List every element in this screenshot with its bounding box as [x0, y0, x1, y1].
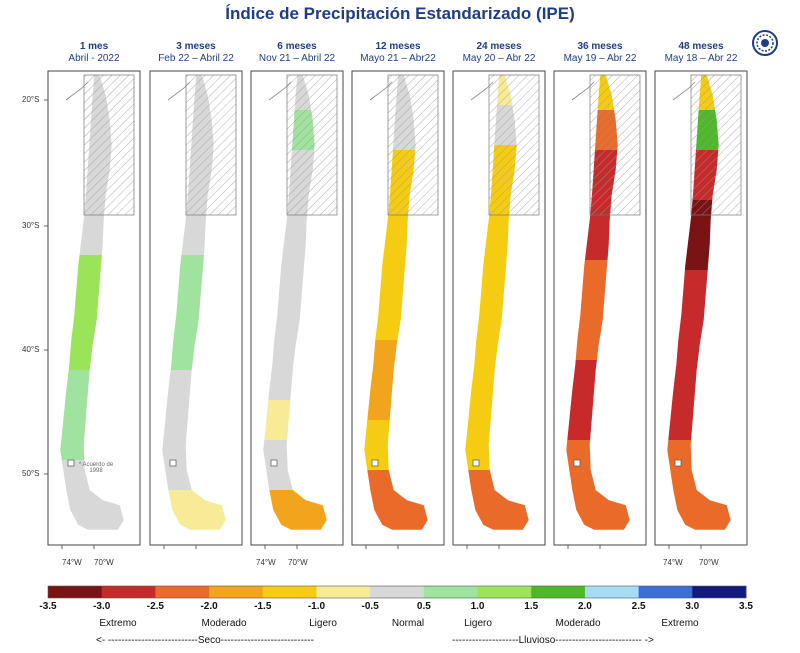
- wet-direction-label: --------------------Lluvioso------------…: [452, 635, 654, 646]
- panel-title: 3 meses: [176, 41, 216, 52]
- category-light-wet: Ligero: [464, 618, 492, 629]
- panel-title: 6 meses: [277, 41, 317, 52]
- no-data-box: [185, 74, 237, 216]
- colorbar-swatch: [477, 586, 532, 598]
- map-panel-2: [149, 70, 243, 549]
- map-panel-5: [452, 70, 546, 549]
- colorbar-tick-label: 3.5: [739, 601, 753, 612]
- colorbar-tick-label: -3.5: [39, 601, 57, 612]
- colorbar-swatch: [209, 586, 264, 598]
- map-panel-1: [47, 70, 141, 549]
- panel-header-4: 12 meses Mayo 21 – Abr22: [350, 41, 446, 65]
- lat-label-50: 50°S: [22, 469, 40, 478]
- colorbar-tick-label: -2.5: [146, 601, 164, 612]
- no-data-box: [690, 74, 742, 216]
- no-data-box: [286, 74, 338, 216]
- panel-header-3: 6 meses Nov 21 – Abril 22: [249, 41, 345, 65]
- lon-label-70-p3: 70°W: [288, 558, 308, 567]
- map-panel-4: [351, 70, 445, 549]
- panel-title: 36 meses: [577, 41, 623, 52]
- panel-header-6: 36 meses May 19 – Abr 22: [552, 41, 648, 65]
- colorbar-tick-label: -1.5: [254, 601, 272, 612]
- panel-title: 12 meses: [375, 41, 421, 52]
- panel-header-1: 1 mes Abril - 2022: [46, 41, 142, 65]
- panel-header-5: 24 meses May 20 – Abr 22: [451, 41, 547, 65]
- no-data-box: [589, 74, 641, 216]
- colorbar-swatch: [423, 586, 479, 598]
- panel-period: Nov 21 – Abril 22: [258, 53, 336, 64]
- colorbar-swatch: [316, 586, 371, 598]
- colorbar-swatch: [370, 586, 425, 598]
- panel-period: May 18 – Abr 22: [664, 53, 738, 64]
- panel-period: May 20 – Abr 22: [462, 53, 536, 64]
- lat-label-40: 40°S: [22, 345, 40, 354]
- panel-header-7: 48 meses May 18 – Abr 22: [653, 41, 749, 65]
- colorbar-tick-label: 2.0: [577, 601, 592, 612]
- page-title: Índice de Precipitación Estandarizado (I…: [225, 4, 575, 23]
- colorbar-swatch: [48, 586, 103, 598]
- colorbar-frame: [47, 585, 747, 599]
- category-extreme-wet: Extremo: [661, 618, 699, 629]
- panel-period: Abril - 2022: [68, 53, 120, 64]
- category-normal: Normal: [391, 618, 425, 629]
- colorbar-tick-label: -2.0: [200, 601, 218, 612]
- category-moderate-dry: Moderado: [201, 618, 247, 629]
- colorbar-swatch: [101, 586, 156, 598]
- map-panel-7: [654, 70, 748, 549]
- dry-direction-label: <- ---------------------------Seco------…: [96, 635, 314, 646]
- no-data-box: [83, 74, 135, 216]
- lon-label-74-p3: 74°W: [256, 558, 276, 567]
- category-extreme-dry: Extremo: [99, 618, 137, 629]
- colorbar-swatch: [638, 586, 693, 598]
- colorbar-tick-label: 0.5: [416, 601, 431, 612]
- panel-title: 1 mes: [79, 41, 109, 52]
- colorbar-swatch: [692, 586, 747, 598]
- colorbar-swatch: [262, 586, 317, 598]
- map-panel-3: [250, 70, 344, 549]
- colorbar-tick-label: 1.0: [470, 601, 485, 612]
- panel-header-2: 3 meses Feb 22 – Abril 22: [148, 41, 244, 65]
- colorbar-tick-label: -0.5: [361, 601, 379, 612]
- lon-label-70-p7: 70°W: [699, 558, 719, 567]
- colorbar-tick-label: 3.0: [685, 601, 700, 612]
- panel-period: Feb 22 – Abril 22: [158, 53, 234, 64]
- panel-title: 24 meses: [476, 41, 522, 52]
- lon-label-74-p7: 74°W: [663, 558, 683, 567]
- colorbar-tick-label: 1.5: [524, 601, 539, 612]
- panel-title: 48 meses: [678, 41, 724, 52]
- panel-period: Mayo 21 – Abr22: [360, 53, 436, 64]
- colorbar-tick-label: -1.0: [307, 601, 326, 612]
- colorbar-tick-label: 2.5: [631, 601, 646, 612]
- colorbar-swatch: [584, 586, 640, 598]
- category-moderate-wet: Moderado: [555, 618, 601, 629]
- panel-period: May 19 – Abr 22: [563, 53, 637, 64]
- no-data-box: [387, 74, 439, 216]
- institution-seal-icon: [752, 30, 778, 56]
- no-data-box: [488, 74, 540, 216]
- agreement-note: * Acuerdo de 1998: [78, 462, 114, 474]
- colorbar-swatch: [531, 586, 586, 598]
- lon-label-74-p1: 74°W: [62, 558, 82, 567]
- category-light-dry: Ligero: [309, 618, 337, 629]
- lat-label-30: 30°S: [22, 221, 40, 230]
- lat-label-20: 20°S: [22, 95, 40, 104]
- colorbar-swatch: [155, 586, 210, 598]
- colorbar-tick-label: -3.0: [93, 601, 111, 612]
- map-panel-6: [553, 70, 647, 549]
- lon-label-70-p1: 70°W: [94, 558, 114, 567]
